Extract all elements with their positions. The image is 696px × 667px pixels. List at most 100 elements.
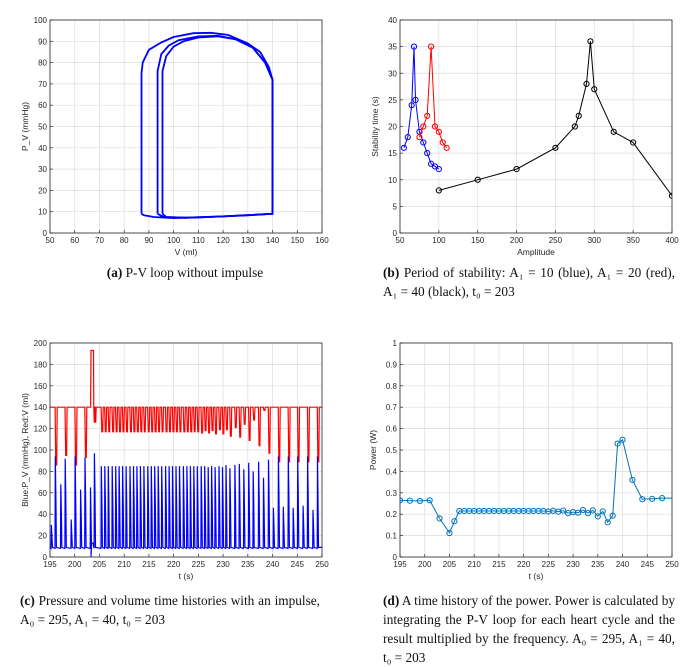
y-tick-label: 100 bbox=[34, 446, 48, 455]
y-tick-label: 0.1 bbox=[386, 532, 398, 541]
y-tick-label: 0.7 bbox=[386, 403, 398, 412]
data-point bbox=[610, 128, 617, 135]
caption-a: (a) P-V loop without impulse bbox=[60, 263, 310, 282]
plot-marks bbox=[140, 31, 274, 220]
x-tick-label: 220 bbox=[167, 560, 181, 569]
data-point bbox=[560, 507, 567, 514]
chart-c: 195 200 205 210 215 220 225 230 235 240 245 250 0 20 4… bbox=[20, 339, 329, 581]
caption-c-label: (c) bbox=[20, 593, 35, 608]
y-tick-label: 70 bbox=[38, 80, 47, 89]
y-tick-label: 0.2 bbox=[386, 510, 398, 519]
caption-b-text: Period of stability: A₁ = 10 (blue), A₁ … bbox=[383, 265, 676, 299]
x-tick-label: 120 bbox=[216, 236, 230, 245]
y-tick-label: 60 bbox=[38, 101, 47, 110]
y-tick-label: 200 bbox=[34, 339, 48, 348]
x-tick-label: 140 bbox=[266, 236, 280, 245]
x-tick-label: 195 bbox=[43, 560, 57, 569]
data-point bbox=[630, 139, 637, 146]
y-tick-label: 40 bbox=[38, 510, 47, 519]
data-point bbox=[420, 123, 427, 130]
data-point bbox=[571, 123, 578, 130]
x-tick-label: 220 bbox=[517, 560, 531, 569]
y-tick-label: 160 bbox=[34, 382, 48, 391]
data-point bbox=[574, 509, 582, 516]
y-tick-label: 120 bbox=[34, 425, 48, 434]
x-tick-label: 350 bbox=[626, 236, 640, 245]
data-point bbox=[451, 518, 458, 525]
y-tick-label: 0.9 bbox=[386, 360, 398, 369]
data-point bbox=[591, 86, 598, 93]
y-tick-label: 15 bbox=[388, 149, 397, 158]
x-tick-label: 200 bbox=[68, 560, 82, 569]
y-tick-label: 0 bbox=[393, 553, 398, 562]
x-tick-label: 210 bbox=[468, 560, 482, 569]
x-tick-label: 230 bbox=[566, 560, 580, 569]
x-axis-label: Amplitude bbox=[517, 247, 555, 257]
data-point bbox=[552, 144, 559, 151]
data-point bbox=[659, 495, 666, 502]
x-tick-label: 300 bbox=[588, 236, 602, 245]
y-tick-label: 0.6 bbox=[386, 425, 398, 434]
y-tick-label: 0 bbox=[393, 229, 398, 238]
x-tick-label: 240 bbox=[266, 560, 280, 569]
x-tick-label: 130 bbox=[241, 236, 255, 245]
data-point bbox=[427, 43, 435, 50]
x-tick-label: 205 bbox=[93, 560, 107, 569]
data-point bbox=[649, 495, 656, 502]
y-tick-label: 40 bbox=[388, 16, 397, 25]
y-tick-label: 0.4 bbox=[386, 467, 398, 476]
x-tick-label: 50 bbox=[396, 236, 405, 245]
x-tick-label: 210 bbox=[118, 560, 132, 569]
x-tick-label: 60 bbox=[70, 236, 79, 245]
data-point bbox=[443, 144, 450, 151]
x-tick-label: 245 bbox=[641, 560, 655, 569]
y-tick-label: 20 bbox=[38, 532, 47, 541]
data-point bbox=[583, 80, 590, 88]
y-tick-label: 20 bbox=[38, 186, 47, 195]
y-axis-label: Power (W) bbox=[368, 430, 378, 470]
caption-a-label: (a) bbox=[106, 265, 123, 280]
y-tick-label: 0 bbox=[43, 553, 48, 562]
y-tick-label: 20 bbox=[388, 123, 397, 132]
plot-marks bbox=[50, 349, 322, 557]
x-tick-label: 195 bbox=[393, 560, 407, 569]
data-point bbox=[619, 436, 626, 443]
data-point bbox=[431, 123, 439, 130]
caption-a-text: P-V loop without impulse bbox=[125, 265, 264, 280]
y-tick-label: 1 bbox=[393, 339, 398, 348]
y-tick-label: 0.8 bbox=[386, 382, 398, 391]
plot-marks bbox=[400, 38, 672, 199]
chart-d: 195 200 205 210 215 220 225 230 235 240 245 250 0 0.1… bbox=[368, 339, 679, 581]
y-tick-label: 80 bbox=[38, 59, 47, 68]
x-tick-label: 225 bbox=[542, 560, 556, 569]
data-point bbox=[513, 166, 520, 173]
x-tick-label: 150 bbox=[471, 236, 485, 245]
data-point bbox=[416, 134, 423, 141]
x-tick-label: 250 bbox=[665, 560, 679, 569]
y-tick-label: 10 bbox=[388, 176, 397, 185]
data-point bbox=[400, 497, 404, 504]
series-line-2 bbox=[161, 35, 274, 219]
y-tick-label: 0.3 bbox=[386, 489, 398, 498]
chart-b: 50 100 150 200 250 300 350 400 0 5 10 15 20 25 30 35 40 A… bbox=[370, 16, 679, 257]
axes-box bbox=[399, 342, 673, 558]
x-tick-label: 250 bbox=[549, 236, 563, 245]
x-tick-label: 70 bbox=[95, 236, 104, 245]
data-point bbox=[406, 497, 413, 504]
x-tick-label: 90 bbox=[144, 236, 153, 245]
data-point bbox=[599, 508, 606, 515]
x-tick-label: 400 bbox=[665, 236, 679, 245]
data-point bbox=[439, 139, 446, 146]
x-tick-label: 205 bbox=[443, 560, 457, 569]
data-point bbox=[589, 507, 596, 514]
y-tick-label: 10 bbox=[38, 208, 47, 217]
data-point bbox=[435, 187, 442, 194]
data-point bbox=[604, 519, 611, 526]
y-tick-label: 50 bbox=[38, 123, 47, 132]
y-axis-label: Stability time (s) bbox=[370, 96, 380, 157]
x-tick-label: 50 bbox=[46, 236, 55, 245]
y-axis-label: Blue:P_V (mmHg), Red:V (ml) bbox=[20, 393, 30, 507]
data-point bbox=[435, 166, 442, 173]
x-tick-label: 200 bbox=[418, 560, 432, 569]
